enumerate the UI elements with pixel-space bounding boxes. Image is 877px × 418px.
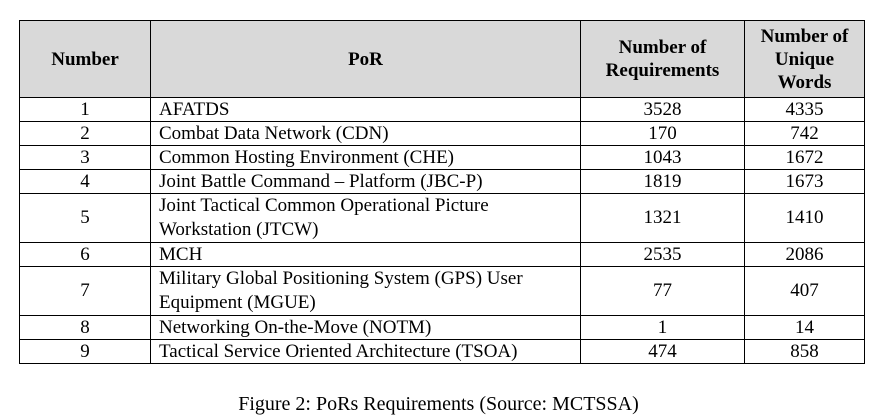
cell-requirements: 1321 — [580, 193, 745, 243]
cell-por: Common Hosting Environment (CHE) — [150, 145, 581, 170]
header-por: PoR — [150, 20, 581, 98]
cell-por: Joint Tactical Common Operational Pictur… — [150, 193, 581, 243]
cell-unique-words: 858 — [744, 339, 865, 364]
cell-requirements: 2535 — [580, 242, 745, 267]
cell-number: 1 — [19, 97, 151, 122]
table-row: 4 Joint Battle Command – Platform (JBC-P… — [19, 169, 865, 194]
table-header-row: Number PoR Number of Requirements Number… — [19, 20, 865, 98]
header-number-of-requirements: Number of Requirements — [580, 20, 745, 98]
cell-unique-words: 1410 — [744, 193, 865, 243]
table-row: 9 Tactical Service Oriented Architecture… — [19, 339, 865, 364]
cell-por: Tactical Service Oriented Architecture (… — [150, 339, 581, 364]
table-row: 2 Combat Data Network (CDN) 170 742 — [19, 121, 865, 146]
cell-por: Combat Data Network (CDN) — [150, 121, 581, 146]
cell-number: 3 — [19, 145, 151, 170]
cell-unique-words: 407 — [744, 266, 865, 316]
table-row: 7 Military Global Positioning System (GP… — [19, 266, 865, 316]
cell-number: 4 — [19, 169, 151, 194]
por-requirements-table: Number PoR Number of Requirements Number… — [19, 20, 865, 364]
table-row: 1 AFATDS 3528 4335 — [19, 97, 865, 122]
cell-unique-words: 1672 — [744, 145, 865, 170]
requirements-table-container: Number PoR Number of Requirements Number… — [19, 20, 865, 364]
cell-requirements: 1819 — [580, 169, 745, 194]
cell-number: 2 — [19, 121, 151, 146]
cell-requirements: 3528 — [580, 97, 745, 122]
cell-por: MCH — [150, 242, 581, 267]
cell-requirements: 1 — [580, 315, 745, 340]
cell-por: Networking On-the-Move (NOTM) — [150, 315, 581, 340]
cell-requirements: 1043 — [580, 145, 745, 170]
cell-number: 6 — [19, 242, 151, 267]
cell-unique-words: 1673 — [744, 169, 865, 194]
table-row: 3 Common Hosting Environment (CHE) 1043 … — [19, 145, 865, 170]
header-number: Number — [19, 20, 151, 98]
figure-caption: Figure 2: PoRs Requirements (Source: MCT… — [238, 393, 639, 415]
header-number-of-unique-words: Number of Unique Words — [744, 20, 865, 98]
cell-number: 8 — [19, 315, 151, 340]
cell-number: 5 — [19, 193, 151, 243]
cell-por: Military Global Positioning System (GPS)… — [150, 266, 581, 316]
cell-requirements: 474 — [580, 339, 745, 364]
cell-unique-words: 2086 — [744, 242, 865, 267]
table-row: 6 MCH 2535 2086 — [19, 242, 865, 267]
cell-por: Joint Battle Command – Platform (JBC-P) — [150, 169, 581, 194]
cell-unique-words: 4335 — [744, 97, 865, 122]
table-row: 5 Joint Tactical Common Operational Pict… — [19, 193, 865, 243]
cell-requirements: 170 — [580, 121, 745, 146]
cell-unique-words: 14 — [744, 315, 865, 340]
cell-number: 9 — [19, 339, 151, 364]
table-row: 8 Networking On-the-Move (NOTM) 1 14 — [19, 315, 865, 340]
cell-por: AFATDS — [150, 97, 581, 122]
cell-requirements: 77 — [580, 266, 745, 316]
cell-unique-words: 742 — [744, 121, 865, 146]
cell-number: 7 — [19, 266, 151, 316]
